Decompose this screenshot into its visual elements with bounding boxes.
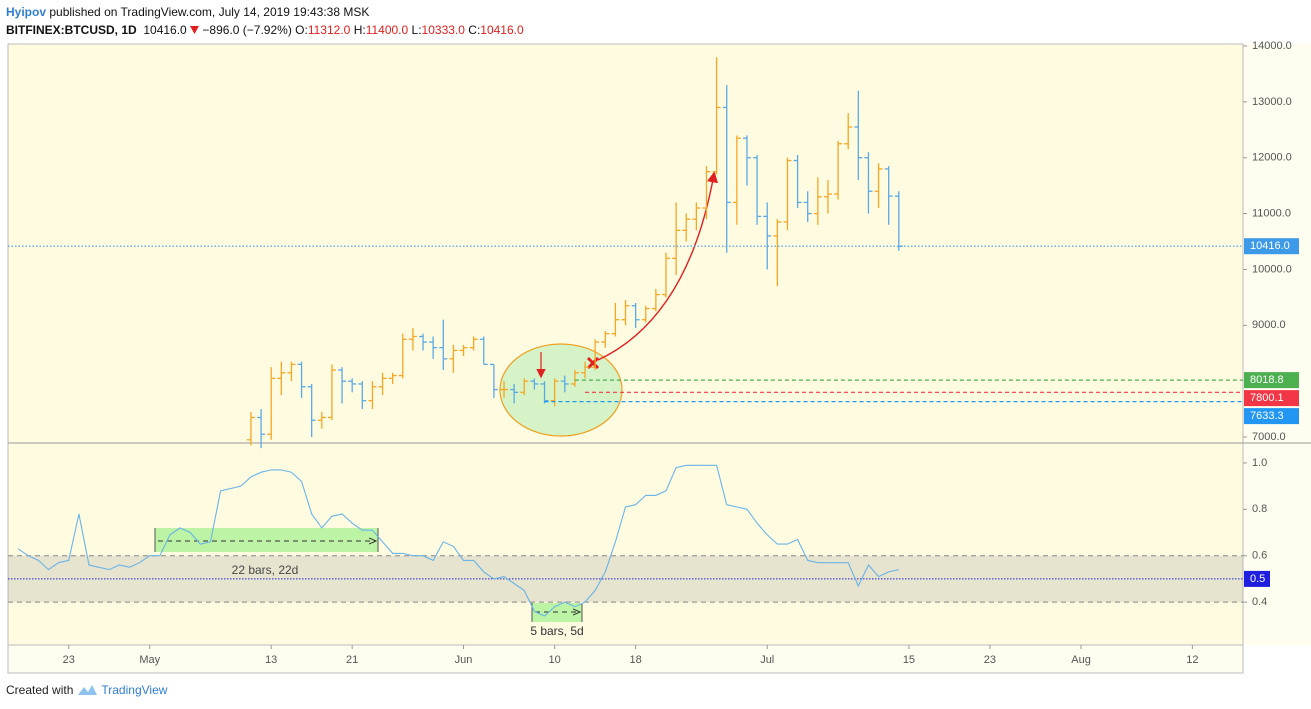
published: published on TradingView.com, July 14, 2… bbox=[49, 5, 370, 19]
y-tick-label: 0.4 bbox=[1252, 596, 1267, 608]
y-tick-label: 0.8 bbox=[1252, 503, 1267, 515]
logo bbox=[78, 685, 98, 695]
level-badge bbox=[1244, 390, 1299, 407]
midline-label: 0.5 bbox=[1250, 573, 1265, 585]
cross-mark bbox=[586, 356, 600, 370]
y-tick-label: 11000.0 bbox=[1252, 207, 1291, 219]
level-badge bbox=[1244, 238, 1299, 255]
x-tick-label: 23 bbox=[984, 654, 996, 666]
ohlc-value: 11312.0 bbox=[307, 23, 351, 37]
x-tick-label: 21 bbox=[346, 654, 358, 666]
header-line: Hyipov published on TradingView.com, Jul… bbox=[6, 3, 524, 21]
footer: Created with TradingView bbox=[6, 683, 167, 697]
y-tick-label: 7000.0 bbox=[1252, 431, 1286, 443]
time-axis-background bbox=[8, 645, 1243, 673]
symbol: BITFINEX:BTCUSD, 1D bbox=[6, 23, 137, 37]
down-triangle bbox=[190, 26, 200, 34]
midline-badge bbox=[1244, 570, 1270, 587]
ohlc-value: 10333.0 bbox=[421, 23, 465, 37]
y-tick-label: 13000.0 bbox=[1252, 96, 1292, 108]
level-badge bbox=[1244, 372, 1299, 389]
x-tick-label: Jun bbox=[455, 654, 473, 666]
annotation: 5 bars, 5d bbox=[530, 624, 583, 638]
header-line: BITFINEX:BTCUSD, 1D 10416.0 −896.0 (−7.9… bbox=[6, 21, 524, 39]
x-tick-label: 23 bbox=[63, 654, 75, 666]
brand: TradingView bbox=[101, 683, 168, 697]
axis-background bbox=[1243, 44, 1311, 645]
band bbox=[8, 555, 1243, 603]
annotation: 22 bars, 22d bbox=[232, 563, 299, 577]
x-tick-label: 10 bbox=[549, 654, 561, 666]
ohlc-value: 10416.0 bbox=[480, 23, 524, 37]
level-badge bbox=[1244, 408, 1299, 425]
created-with: Created with bbox=[6, 683, 74, 697]
y-tick-label: 1.0 bbox=[1252, 457, 1267, 469]
x-tick-label: 13 bbox=[265, 654, 277, 666]
header: Hyipov published on TradingView.com, Jul… bbox=[6, 3, 524, 39]
x-tick-label: May bbox=[139, 654, 160, 666]
y-tick-label: 0.6 bbox=[1252, 550, 1267, 562]
x-tick-label: 15 bbox=[903, 654, 915, 666]
change: −896.0 (−7.92%) bbox=[202, 23, 292, 37]
x-tick-label: 18 bbox=[629, 654, 641, 666]
level-label: 7633.3 bbox=[1250, 410, 1284, 422]
level-label: 7800.1 bbox=[1250, 392, 1284, 404]
ohlc-label: O: bbox=[295, 23, 308, 37]
oscillator-line bbox=[17, 464, 899, 617]
y-tick-label: 9000.0 bbox=[1252, 319, 1286, 331]
x-tick-label: 12 bbox=[1186, 654, 1198, 666]
ohlc-value: 11400.0 bbox=[365, 23, 409, 37]
y-tick-label: 12000.0 bbox=[1252, 152, 1292, 164]
range-box bbox=[155, 528, 378, 552]
publisher: Hyipov bbox=[6, 5, 47, 19]
y-tick-label: 14000.0 bbox=[1252, 40, 1292, 52]
ohlc-label: L: bbox=[411, 23, 422, 37]
frame bbox=[7, 43, 1244, 674]
ohlc-label: H: bbox=[353, 23, 366, 37]
level-label: 8018.8 bbox=[1250, 374, 1284, 386]
level-label: 10416.0 bbox=[1250, 240, 1290, 252]
x-tick-label: Jul bbox=[760, 654, 774, 666]
last-price: 10416.0 bbox=[143, 23, 187, 37]
y-tick-label: 10000.0 bbox=[1252, 263, 1292, 275]
x-tick-label: Aug bbox=[1071, 654, 1091, 666]
ohlc-label: C: bbox=[468, 23, 481, 37]
